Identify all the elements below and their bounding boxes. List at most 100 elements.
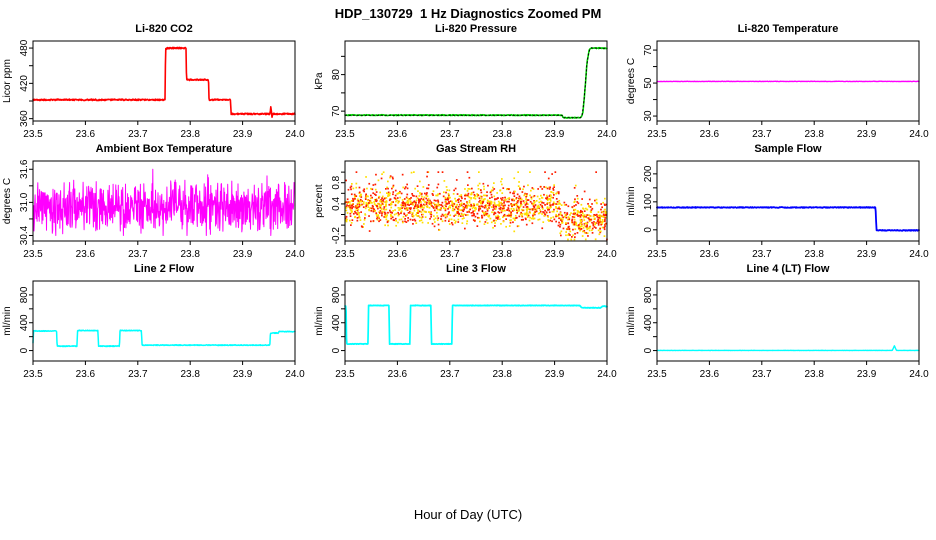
svg-text:31.6: 31.6	[19, 159, 30, 179]
svg-text:70: 70	[643, 44, 654, 56]
panel-gas-stream-rh: Gas Stream RH percent 23.5 23.6 23.7 23.8 23…	[312, 140, 624, 260]
svg-text:23.9: 23.9	[233, 129, 253, 140]
svg-text:23.5: 23.5	[335, 129, 355, 140]
svg-text:24.0: 24.0	[597, 369, 617, 380]
svg-text:23.7: 23.7	[440, 369, 460, 380]
plot-gas-stream-rh: 23.5 23.6 23.7 23.8 23.9 24.0 -0.2 0.4 0.8	[331, 160, 617, 260]
svg-text:23.5: 23.5	[23, 369, 43, 380]
panel-sample-flow: Sample Flow ml/min 23.5 23.6 23.7 23.8 23.9 2…	[624, 140, 936, 260]
svg-text:23.6: 23.6	[700, 369, 720, 380]
svg-text:50: 50	[643, 77, 654, 89]
svg-text:800: 800	[643, 286, 654, 303]
svg-text:23.6: 23.6	[388, 129, 408, 140]
svg-text:23.9: 23.9	[857, 129, 877, 140]
svg-text:23.5: 23.5	[647, 129, 667, 140]
svg-text:23.9: 23.9	[857, 249, 877, 260]
svg-text:23.6: 23.6	[388, 249, 408, 260]
svg-text:23.7: 23.7	[128, 249, 148, 260]
svg-text:23.5: 23.5	[647, 249, 667, 260]
svg-text:23.9: 23.9	[545, 129, 565, 140]
svg-text:0.8: 0.8	[331, 175, 342, 189]
svg-text:23.8: 23.8	[180, 249, 200, 260]
figure-title: HDP_130729 1 Hz Diagnostics Zoomed PM	[334, 6, 602, 21]
svg-text:100: 100	[643, 193, 654, 210]
svg-text:24.0: 24.0	[909, 249, 929, 260]
svg-text:80: 80	[331, 69, 342, 81]
svg-text:23.7: 23.7	[752, 249, 772, 260]
svg-text:23.8: 23.8	[804, 249, 824, 260]
panel-title: Ambient Box Temperature	[95, 143, 233, 155]
plot-line3-flow: 23.5 23.6 23.7 23.8 23.9 24.0 0 400 800	[331, 280, 617, 380]
panel-title: Line 3 Flow	[446, 263, 506, 275]
panel-title: Sample Flow	[754, 143, 822, 155]
svg-text:400: 400	[643, 314, 654, 331]
svg-text:-0.2: -0.2	[331, 227, 342, 245]
svg-text:23.5: 23.5	[335, 369, 355, 380]
svg-text:24.0: 24.0	[285, 249, 305, 260]
svg-text:23.7: 23.7	[752, 369, 772, 380]
svg-text:23.8: 23.8	[180, 129, 200, 140]
svg-text:24.0: 24.0	[597, 129, 617, 140]
svg-text:23.9: 23.9	[233, 369, 253, 380]
svg-text:23.5: 23.5	[335, 249, 355, 260]
svg-text:0: 0	[643, 227, 654, 233]
svg-text:800: 800	[19, 286, 30, 303]
plot-ambient-box-temperature: 23.5 23.6 23.7 23.8 23.9 24.0 30.4 31.0 31.6	[19, 159, 305, 260]
svg-text:24.0: 24.0	[597, 249, 617, 260]
svg-text:23.7: 23.7	[440, 249, 460, 260]
svg-text:31.0: 31.0	[19, 192, 30, 212]
svg-text:23.9: 23.9	[233, 249, 253, 260]
svg-text:23.8: 23.8	[492, 369, 512, 380]
panel-title: Li-820 CO2	[135, 23, 193, 35]
svg-text:23.8: 23.8	[492, 129, 512, 140]
svg-text:0: 0	[331, 347, 342, 353]
panel-title: Line 2 Flow	[134, 263, 194, 275]
svg-text:23.6: 23.6	[700, 249, 720, 260]
plot-line2-flow: 23.5 23.6 23.7 23.8 23.9 24.0 0 400 800	[19, 280, 305, 380]
svg-text:23.6: 23.6	[76, 249, 96, 260]
plot-sample-flow: 23.5 23.6 23.7 23.8 23.9 24.0 0 100 200	[643, 160, 929, 260]
svg-text:23.7: 23.7	[128, 369, 148, 380]
svg-text:23.5: 23.5	[23, 249, 43, 260]
plot-li820-temperature: 23.5 23.6 23.7 23.8 23.9 24.0 30 50 70	[643, 40, 929, 140]
svg-text:23.7: 23.7	[440, 129, 460, 140]
svg-text:23.7: 23.7	[128, 129, 148, 140]
svg-text:800: 800	[331, 286, 342, 303]
svg-text:0.4: 0.4	[331, 197, 342, 211]
svg-text:23.8: 23.8	[492, 249, 512, 260]
svg-text:23.6: 23.6	[700, 129, 720, 140]
plot-li820-pressure: 23.5 23.6 23.7 23.8 23.9 24.0 70 80	[331, 40, 617, 140]
panel-line2-flow: Line 2 Flow ml/min 23.5 23.6 23.7 23.8 23.9 2…	[0, 260, 312, 380]
svg-text:23.6: 23.6	[76, 369, 96, 380]
svg-text:23.6: 23.6	[388, 369, 408, 380]
plot-line4-lt-flow: 23.5 23.6 23.7 23.8 23.9 24.0 0 400 800	[643, 280, 929, 380]
panel-title: Line 4 (LT) Flow	[746, 263, 830, 275]
svg-text:480: 480	[19, 39, 30, 56]
svg-text:23.8: 23.8	[180, 369, 200, 380]
svg-text:23.8: 23.8	[804, 369, 824, 380]
svg-text:0: 0	[19, 347, 30, 353]
svg-text:400: 400	[19, 314, 30, 331]
svg-text:200: 200	[643, 165, 654, 182]
svg-text:23.9: 23.9	[545, 369, 565, 380]
svg-text:360: 360	[19, 110, 30, 127]
panel-line4-lt-flow: Line 4 (LT) Flow ml/min 23.5 23.6 23.7 23.8…	[624, 260, 936, 380]
panel-li820-pressure: Li-820 Pressure kPa 23.5 23.6 23.7 23.8 23.9…	[312, 20, 624, 140]
svg-text:400: 400	[331, 314, 342, 331]
svg-text:24.0: 24.0	[909, 129, 929, 140]
svg-text:24.0: 24.0	[909, 369, 929, 380]
svg-text:30.4: 30.4	[19, 225, 30, 245]
svg-text:23.5: 23.5	[23, 129, 43, 140]
panel-title: Li-820 Pressure	[435, 23, 517, 35]
x-axis-title: Hour of Day (UTC)	[413, 507, 523, 522]
svg-text:420: 420	[19, 75, 30, 92]
svg-text:0: 0	[643, 347, 654, 353]
panel-title: Li-820 Temperature	[737, 23, 839, 35]
svg-text:23.8: 23.8	[804, 129, 824, 140]
svg-text:24.0: 24.0	[285, 129, 305, 140]
svg-text:70: 70	[331, 105, 342, 117]
svg-text:23.9: 23.9	[857, 369, 877, 380]
svg-text:23.6: 23.6	[76, 129, 96, 140]
panel-title: Gas Stream RH	[435, 143, 517, 155]
